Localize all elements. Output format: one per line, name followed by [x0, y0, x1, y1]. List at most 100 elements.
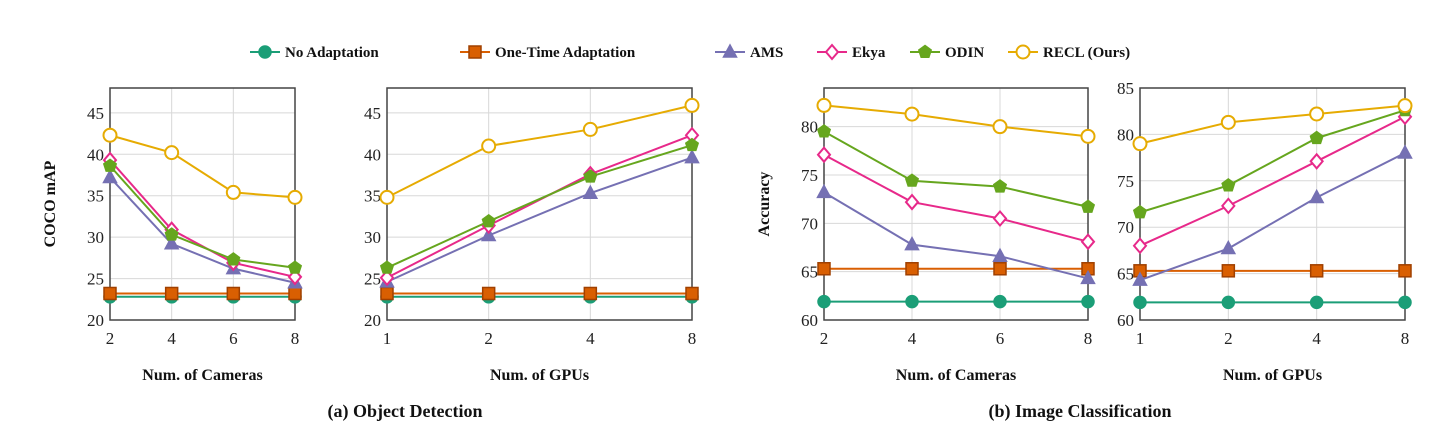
y-tick-label: 25 [364, 270, 381, 289]
series-ams [816, 183, 1096, 285]
data-point [226, 252, 241, 266]
series-ekya [379, 126, 700, 287]
legend-label: Ekya [852, 45, 886, 61]
data-point [684, 97, 700, 113]
y-tick-label: 85 [1117, 79, 1134, 98]
series-odin [816, 124, 1096, 213]
series-ams [379, 149, 700, 288]
data-point [1220, 239, 1237, 255]
series-line [109, 176, 296, 284]
series-recl-ours- [816, 97, 1096, 144]
legend-item: AMS [715, 43, 783, 61]
data-point [1221, 295, 1236, 310]
y-tick-label: 20 [364, 311, 381, 330]
data-point [684, 149, 700, 164]
series-line [823, 104, 1089, 138]
x-tick-label: 8 [1401, 329, 1410, 348]
legend-item: ODIN [910, 44, 984, 61]
y-tick-label: 35 [87, 187, 104, 206]
data-point [379, 189, 395, 205]
data-point [904, 236, 920, 251]
data-point [993, 294, 1007, 309]
series-line [1139, 104, 1406, 145]
series-ams [102, 168, 303, 289]
x-axis-label: Num. of GPUs [1223, 367, 1322, 384]
y-tick-label: 20 [87, 311, 104, 330]
series-odin [1132, 102, 1413, 219]
legend-marker-icon [468, 45, 482, 59]
data-point [287, 189, 303, 205]
data-point [992, 209, 1008, 228]
data-point [1309, 130, 1324, 145]
data-point [1220, 114, 1236, 130]
data-point [1398, 295, 1412, 310]
x-tick-label: 1 [383, 329, 392, 348]
series-one-time-adaptation [817, 262, 1095, 276]
data-point [287, 260, 303, 274]
series-one-time-adaptation [103, 286, 302, 301]
data-point [1308, 188, 1325, 204]
data-point [583, 169, 598, 183]
series-no-adaptation [1133, 295, 1412, 310]
data-point [582, 121, 598, 137]
data-point [1309, 152, 1324, 170]
legend: No Adaptation One-Time Adaptation AMS Ekya O… [250, 43, 1130, 61]
x-tick-label: 1 [1136, 329, 1145, 348]
legend-marker-icon [258, 45, 272, 59]
data-point [225, 184, 241, 200]
y-tick-label: 45 [87, 104, 104, 123]
data-point [583, 286, 598, 301]
data-point [1132, 204, 1148, 219]
chart-panel-4: 60 65 70 75 80 85 1 2 4 8 Num. of GPUs [1117, 79, 1413, 384]
data-point [992, 247, 1008, 262]
data-point [817, 262, 831, 276]
data-point [993, 262, 1007, 276]
legend-item: One-Time Adaptation [460, 45, 636, 61]
y-tick-label: 40 [87, 145, 104, 164]
data-point [163, 235, 180, 250]
x-tick-label: 6 [996, 329, 1005, 348]
series-line [386, 104, 693, 199]
plot-frame [823, 87, 1089, 321]
data-point [1132, 271, 1148, 286]
series-odin [379, 137, 700, 274]
data-point [481, 286, 496, 301]
data-point [816, 146, 832, 164]
legend-label: RECL (Ours) [1043, 45, 1130, 61]
plot-frame [1139, 87, 1406, 321]
data-point [1132, 136, 1148, 152]
series-ekya [1132, 108, 1413, 255]
data-point [1309, 295, 1324, 310]
x-tick-label: 2 [106, 329, 115, 348]
x-tick-label: 2 [820, 329, 829, 348]
series-ams [1132, 144, 1413, 286]
data-point [1133, 295, 1147, 310]
y-axis-label: Accuracy [756, 172, 773, 237]
series-recl-ours- [102, 127, 303, 205]
chart-panel-1: 20 25 30 35 40 45 2 4 6 8 Num. of Cameras COCO mAP [42, 87, 303, 384]
x-tick-label: 4 [908, 329, 917, 348]
data-point [1309, 106, 1325, 122]
data-point [685, 286, 699, 301]
y-tick-label: 70 [801, 214, 818, 233]
series-line [386, 134, 693, 279]
data-point [684, 137, 700, 152]
data-point [1080, 128, 1096, 144]
data-point [816, 183, 832, 199]
data-point [102, 127, 118, 143]
data-point [1221, 264, 1236, 278]
data-point [1221, 178, 1236, 192]
data-point [226, 286, 241, 301]
legend-label: One-Time Adaptation [495, 45, 636, 61]
series-recl-ours- [1132, 98, 1413, 152]
x-axis-label: Num. of GPUs [490, 367, 589, 384]
data-point [379, 260, 395, 274]
y-tick-label: 70 [1117, 218, 1134, 237]
data-point [904, 106, 920, 122]
legend-marker-icon [722, 43, 738, 58]
chart-panel-2: 20 25 30 35 40 45 1 2 4 8 Num. of GPUs [364, 87, 700, 384]
data-point [992, 119, 1008, 135]
data-point [817, 294, 831, 309]
data-point [288, 286, 302, 301]
